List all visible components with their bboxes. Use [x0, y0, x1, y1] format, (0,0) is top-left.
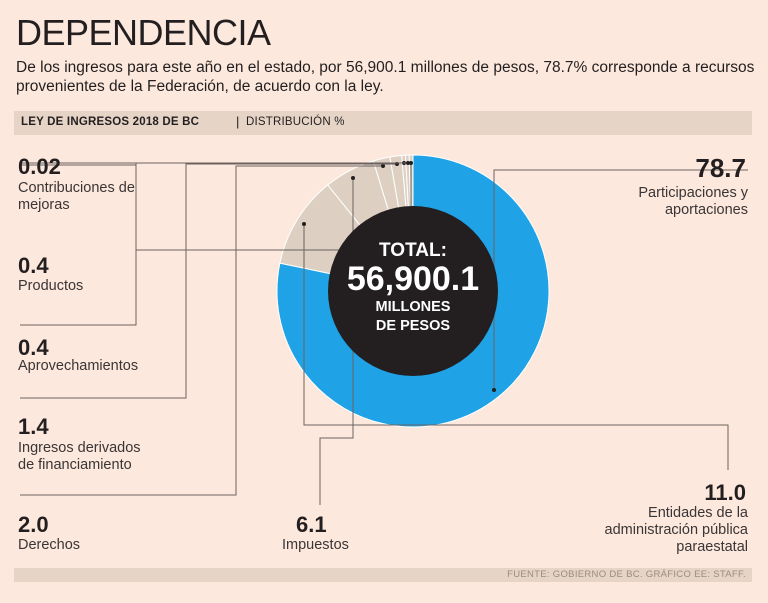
- center-unit-line2: DE PESOS: [376, 318, 450, 334]
- leader-derechos: [20, 165, 383, 496]
- slice-value-derechos: 2.0: [18, 512, 49, 537]
- section-sublabel: DISTRIBUCIÓN %: [246, 116, 345, 128]
- leader-participaciones-dot: [492, 388, 496, 392]
- leader-impuestos-dot: [351, 176, 355, 180]
- subtitle: De los ingresos para este año en el esta…: [16, 59, 755, 95]
- center-total-value: 56,900.1: [347, 260, 479, 298]
- slice-label-financiamiento: Ingresos derivados de financiamiento: [18, 440, 141, 473]
- section-separator: |: [236, 114, 240, 129]
- slice-value-contribuciones: 0.02: [18, 154, 61, 179]
- slice-value-productos: 0.4: [18, 253, 49, 278]
- center-disc: [328, 206, 498, 376]
- slice-label-derechos: Derechos: [18, 537, 81, 553]
- slice-label-participaciones: Participaciones y aportaciones: [638, 185, 748, 218]
- slice-value-impuestos: 6.1: [296, 512, 327, 537]
- slice-label-entidades: Entidades de la administración pública p…: [604, 505, 748, 555]
- slice-label-impuestos: Impuestos: [282, 537, 349, 553]
- slice-label-productos: Productos: [18, 278, 84, 294]
- leader-entidades: [303, 224, 729, 470]
- page-title: DEPENDENCIA: [16, 12, 271, 53]
- footer-bar: FUENTE: GOBIERNO DE BC. GRÁFICO EE: STAF…: [14, 568, 752, 582]
- center-total-label: TOTAL:: [379, 240, 447, 261]
- leader-financiamiento: [20, 163, 397, 399]
- slice-value-participaciones: 78.7: [695, 153, 746, 183]
- section-bar: LEY DE INGRESOS 2018 DE BC | DISTRIBUCIÓ…: [14, 111, 752, 135]
- slice-value-entidades: 11.0: [704, 480, 746, 505]
- slice-label-aprovechamientos: Aprovechamientos: [18, 358, 139, 374]
- section-label: LEY DE INGRESOS 2018 DE BC: [21, 116, 200, 128]
- leader-productos-dot: [406, 161, 410, 165]
- slice-value-aprovechamientos: 0.4: [18, 335, 49, 360]
- slice-value-financiamiento: 1.4: [18, 414, 49, 439]
- slice-label-contribuciones: Contribuciones de mejoras: [18, 180, 135, 213]
- leader-derechos-dot: [381, 164, 385, 168]
- source-note: FUENTE: GOBIERNO DE BC. GRÁFICO EE: STAF…: [507, 569, 746, 580]
- leader-entidades-dot: [302, 222, 306, 226]
- center-unit-line1: MILLONES: [376, 299, 451, 315]
- leader-contribuciones-dot: [409, 161, 413, 165]
